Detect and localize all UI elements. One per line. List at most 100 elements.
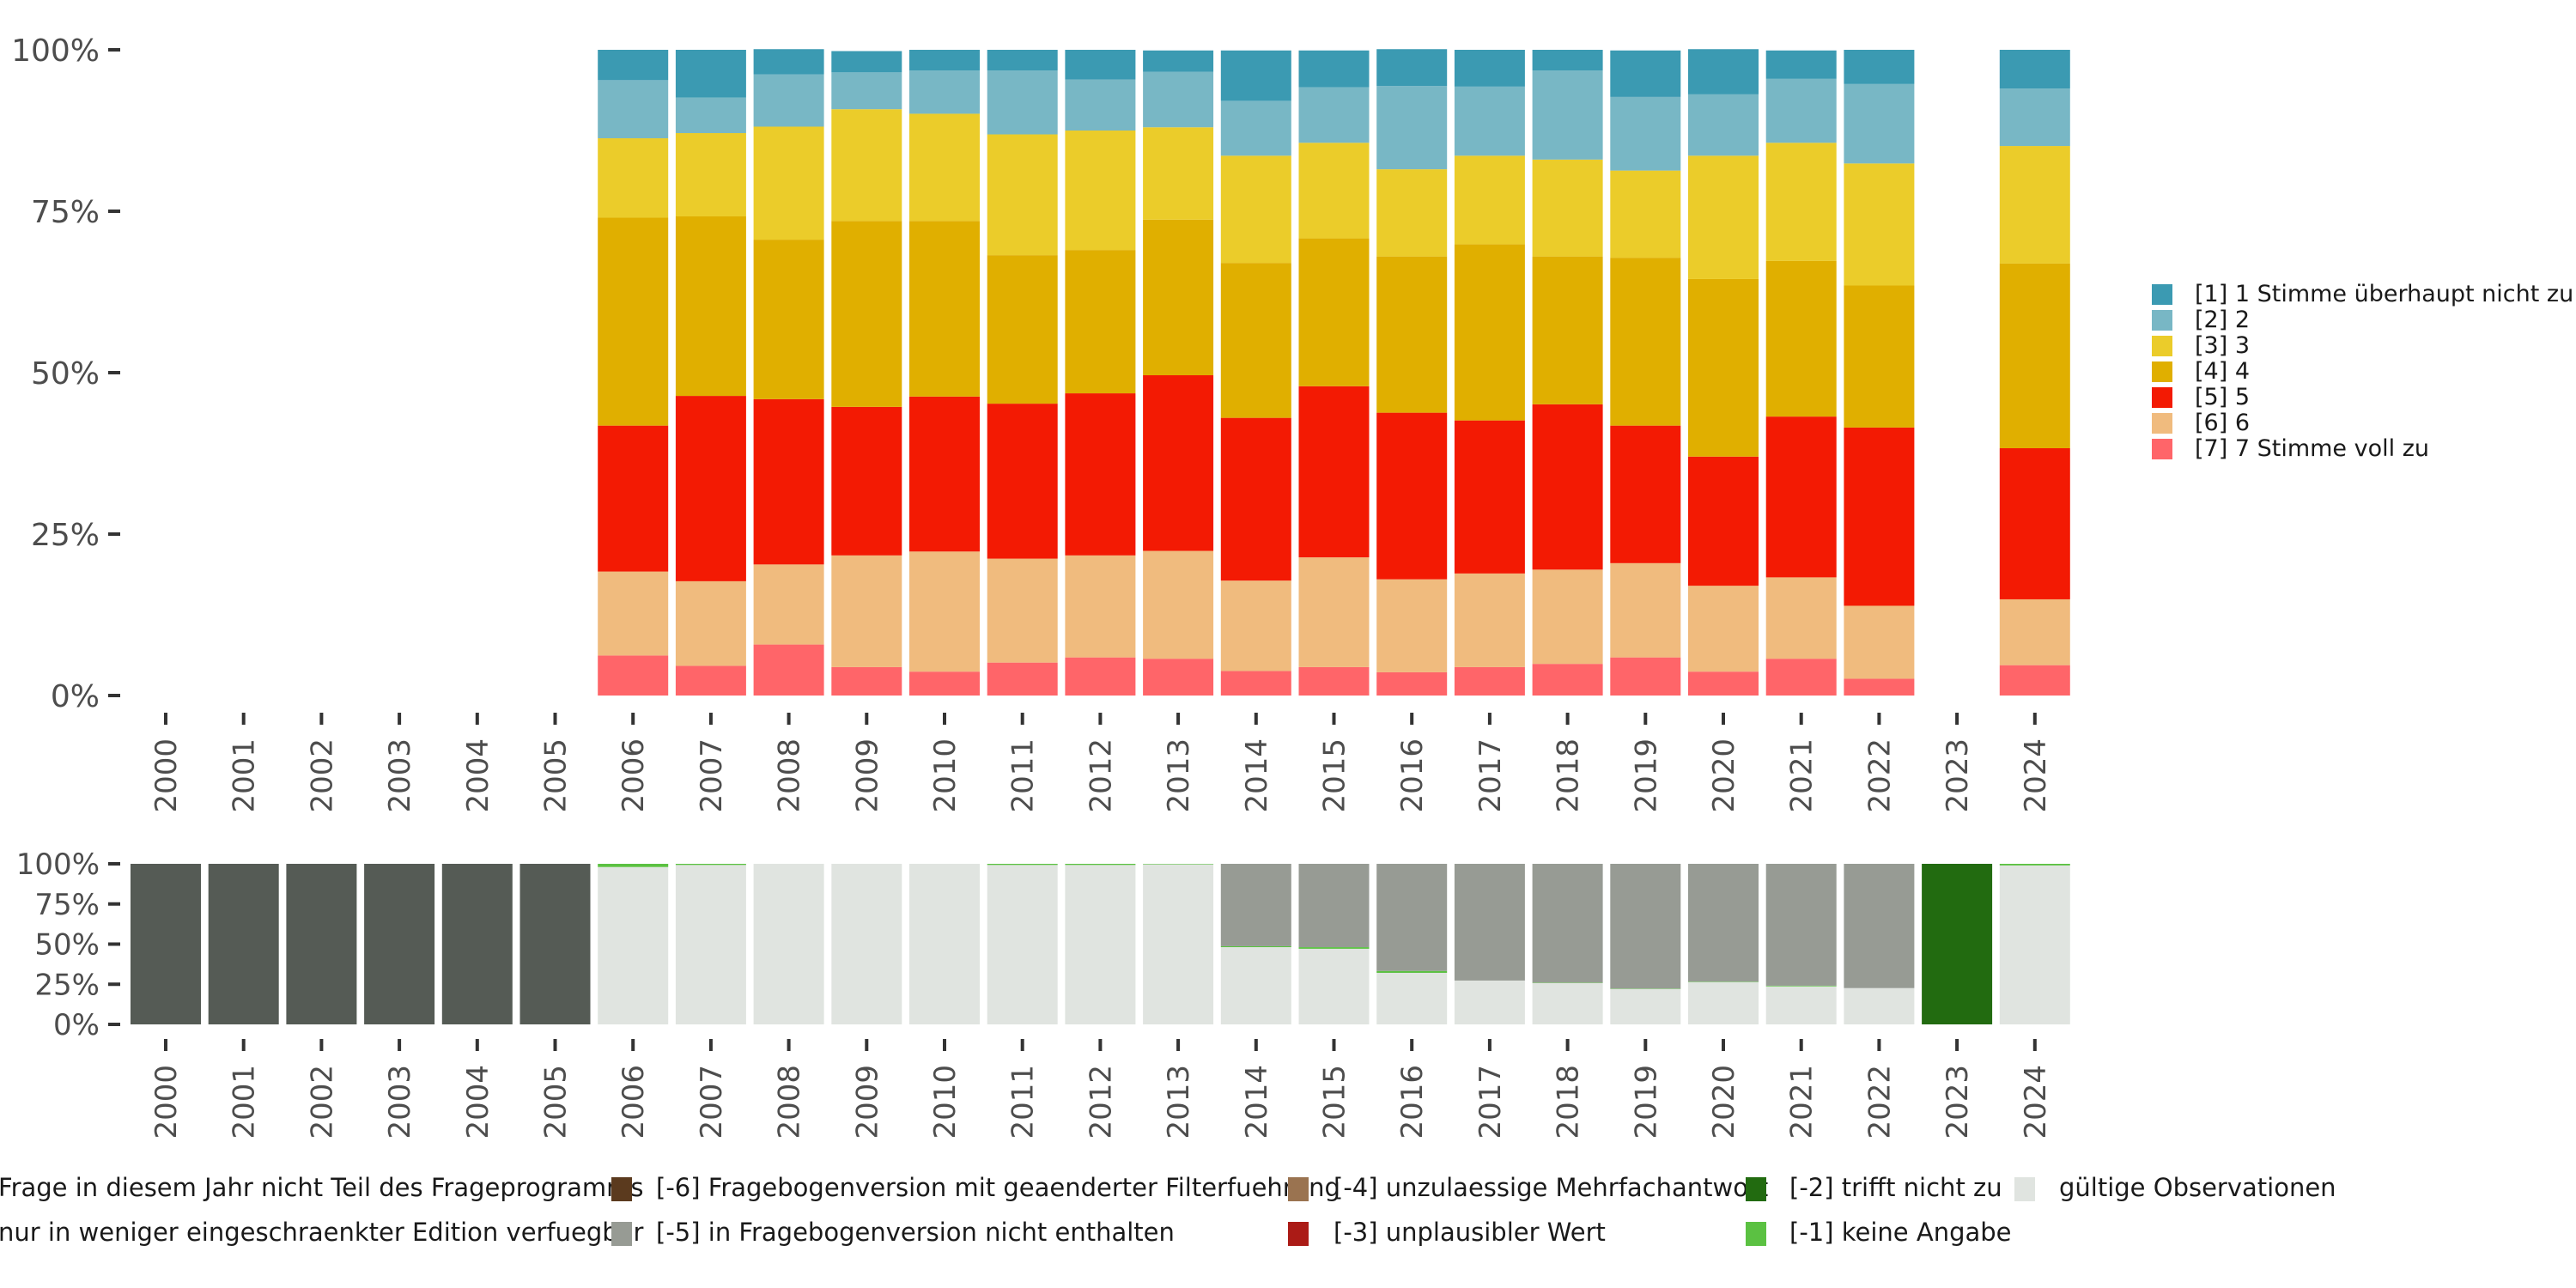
legend-label: [-4] unzulaessige Mehrfachantwort (1334, 1173, 1768, 1202)
bar-segment (441, 864, 513, 1024)
bar-segment (753, 644, 824, 696)
x-tick-label: 2022 (1862, 1065, 1897, 1139)
bar-segment (1143, 219, 1214, 376)
bar-segment (598, 138, 669, 218)
bar-segment (1765, 143, 1837, 261)
bar-segment (987, 662, 1058, 696)
legend-swatch (1746, 1222, 1766, 1246)
bar-segment (1688, 278, 1759, 457)
bar-segment (1220, 155, 1291, 264)
bar-segment (675, 133, 746, 217)
x-tick-label: 2017 (1473, 1065, 1508, 1139)
x-tick-label: 2016 (1395, 738, 1430, 813)
legend-label: Frage in diesem Jahr nicht Teil des Frag… (0, 1173, 644, 1202)
bar-segment (1143, 864, 1214, 865)
bar-segment (753, 864, 824, 1024)
legend-label: [-3] unplausibler Wert (1334, 1218, 1606, 1247)
y-tick-label: 75% (34, 888, 100, 922)
x-tick-label: 2021 (1785, 738, 1820, 813)
bar-segment (987, 404, 1058, 559)
y-tick-label: 0% (51, 679, 100, 714)
bar-segment (1376, 412, 1448, 580)
x-tick-label: 2019 (1629, 738, 1663, 813)
bottom-chart: 0% 25% 50% 75% 100% 2000 2001 2002 2003 2004 2005 2… (16, 848, 2070, 1139)
bar-segment (831, 555, 902, 667)
x-tick-label: 2012 (1084, 1065, 1118, 1139)
bar-segment (1298, 50, 1370, 88)
legend-swatch (1288, 1222, 1309, 1246)
bar-segment (519, 864, 591, 1024)
bar-segment (987, 864, 1058, 866)
x-tick-label: 2011 (1006, 738, 1041, 813)
bar-segment (1688, 49, 1759, 94)
x-tick-label: 2020 (1707, 1065, 1741, 1139)
bar-segment (1376, 671, 1448, 696)
legend-swatch (1746, 1177, 1766, 1201)
legend-label: [7] 7 Stimme voll zu (2195, 435, 2429, 462)
bar-segment (987, 255, 1058, 404)
legend-label: [6] 6 (2195, 410, 2250, 436)
bar-segment (831, 864, 902, 1024)
x-tick-label: 2000 (149, 1065, 184, 1139)
bar-segment (1454, 244, 1525, 421)
bar-segment (1454, 50, 1525, 87)
legend-label: [-5] in Fragebogenversion nicht enthalte… (656, 1218, 1175, 1247)
legend-swatch (2152, 361, 2172, 382)
bar-segment (1376, 579, 1448, 672)
bar-segment (1065, 131, 1136, 251)
bar-segment (675, 665, 746, 696)
bar-segment (1065, 865, 1136, 1024)
bar-segment (831, 406, 902, 556)
bar-segment (1765, 986, 1837, 1024)
bar-segment (1844, 83, 1915, 164)
x-tick-label: 2020 (1707, 738, 1741, 813)
x-tick-label: 2001 (228, 738, 262, 813)
bar-segment (1765, 50, 1837, 79)
legend-swatch (2014, 1177, 2035, 1201)
bar-segment (1376, 86, 1448, 170)
bar-segment (831, 666, 902, 696)
bar-segment (1765, 985, 1837, 987)
bar-segment (1143, 659, 1214, 696)
x-tick-label: 2012 (1084, 738, 1118, 813)
legend-swatch (2152, 387, 2172, 408)
bar-segment (909, 50, 980, 71)
bar-segment (1532, 864, 1603, 983)
legend-swatch (2152, 284, 2172, 305)
x-tick-label: 2006 (617, 738, 651, 813)
bar-segment (1844, 605, 1915, 679)
bar-segment (598, 80, 669, 139)
bar-segment (1376, 864, 1448, 971)
y-tick-label: 100% (11, 33, 100, 69)
bar-segment (1688, 671, 1759, 696)
bar-segment (1765, 864, 1837, 986)
bar-segment (1220, 100, 1291, 156)
bar-segment (1765, 659, 1837, 696)
bar-segment (1532, 982, 1603, 1024)
bar-segment (1844, 163, 1915, 286)
bar-segment (1298, 947, 1370, 949)
bar-segment (598, 50, 669, 81)
legend-swatch (2152, 439, 2172, 459)
x-tick-label: 2019 (1629, 1065, 1663, 1139)
x-tick-label: 2018 (1552, 1065, 1586, 1139)
bar-segment (1376, 970, 1448, 973)
x-tick-label: 2013 (1162, 738, 1196, 813)
bar-segment (753, 49, 824, 75)
x-tick-label: 2002 (305, 738, 339, 813)
bar-segment (598, 217, 669, 426)
bar-segment (1688, 94, 1759, 156)
bar-segment (1765, 577, 1837, 659)
bar-segment (1298, 238, 1370, 386)
bar-segment (1765, 260, 1837, 417)
bar-segment (1999, 263, 2070, 448)
bar-segment (1220, 580, 1291, 671)
bar-segment (1922, 864, 1993, 1024)
bar-segment (1999, 598, 2070, 665)
bar-segment (831, 72, 902, 110)
bar-segment (1143, 50, 1214, 72)
legend-label: [1] 1 Stimme überhaupt nicht zu (2195, 281, 2573, 307)
bar-segment (1688, 981, 1759, 1024)
bar-segment (831, 221, 902, 407)
bar-segment (1454, 573, 1525, 667)
